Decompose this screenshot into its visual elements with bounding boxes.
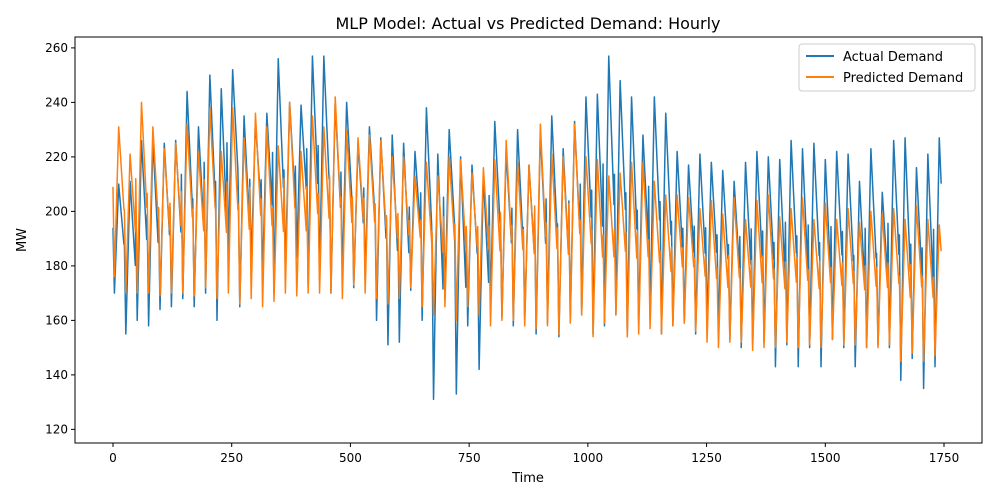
x-tick-label: 1250	[691, 451, 722, 465]
y-tick-label: 160	[45, 313, 68, 327]
x-tick-label: 500	[339, 451, 362, 465]
x-tick-label: 750	[458, 451, 481, 465]
series-line-predicted	[112, 96, 942, 363]
y-axis-label: MW	[15, 228, 30, 252]
legend-box	[798, 43, 976, 92]
y-tick-label: 240	[45, 95, 68, 109]
x-tick-label: 0	[109, 451, 117, 465]
y-tick-label: 180	[45, 259, 68, 273]
chart-title: MLP Model: Actual vs Predicted Demand: H…	[335, 14, 720, 33]
y-tick-label: 120	[45, 422, 68, 436]
legend-label-predicted: Predicted Demand	[843, 71, 963, 86]
x-axis-ticks: 0 250 500 750 1000 1250 1500 1750	[109, 443, 959, 465]
legend: Actual Demand Predicted Demand	[798, 43, 976, 92]
y-tick-label: 200	[45, 204, 68, 218]
x-tick-label: 250	[220, 451, 243, 465]
legend-label-actual: Actual Demand	[843, 50, 943, 65]
x-tick-label: 1500	[810, 451, 841, 465]
y-tick-label: 140	[45, 368, 68, 382]
x-tick-label: 1750	[929, 451, 960, 465]
x-tick-label: 1000	[573, 451, 604, 465]
series-layer	[112, 55, 942, 401]
plot-area	[74, 36, 983, 444]
x-axis-label: Time	[511, 471, 544, 486]
axes-frame	[74, 36, 983, 444]
y-tick-label: 220	[45, 150, 68, 164]
y-axis-ticks: 120 140 160 180 200 220 240 260	[45, 41, 75, 436]
y-tick-label: 260	[45, 41, 68, 55]
